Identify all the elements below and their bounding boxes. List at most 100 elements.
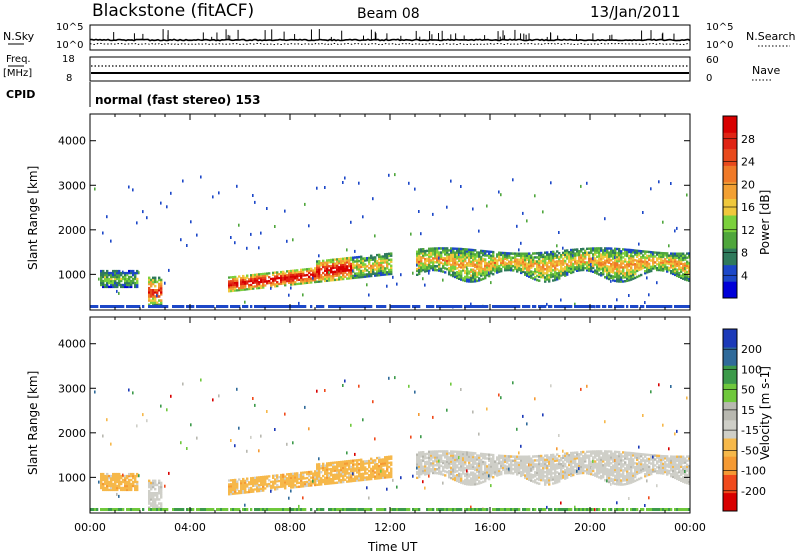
velocity-cell	[496, 466, 499, 469]
velocity-cell	[562, 462, 565, 465]
velocity-cell	[370, 459, 373, 462]
power-cell	[432, 247, 435, 250]
power-cell	[524, 263, 527, 266]
velocity-cell	[252, 480, 255, 484]
power-cell	[620, 262, 623, 265]
velocity-cell	[472, 475, 475, 478]
power-cell	[134, 275, 137, 279]
power-cell	[644, 258, 647, 261]
power-cell	[522, 258, 525, 261]
power-cell	[464, 248, 467, 251]
power-cell	[632, 261, 635, 264]
power-cell	[318, 278, 321, 281]
power-cell	[114, 283, 117, 287]
power-cell	[376, 253, 379, 257]
power-cell	[558, 275, 561, 278]
power-cell	[364, 275, 367, 278]
power-cell	[612, 277, 615, 280]
power-cell	[274, 279, 277, 282]
velocity-speckle	[328, 474, 330, 478]
power-cell	[468, 264, 471, 267]
power-ground-echo	[498, 305, 501, 308]
power-cell	[126, 277, 129, 281]
power-cell	[630, 278, 633, 281]
power-cell	[580, 262, 583, 266]
power-cell	[474, 273, 477, 277]
power-cell	[590, 257, 593, 260]
power-cell	[384, 273, 387, 276]
power-cell	[524, 256, 527, 260]
velocity-cell	[522, 473, 525, 476]
velocity-cell	[352, 467, 355, 470]
power-cell	[610, 270, 613, 274]
velocity-cell	[232, 479, 235, 482]
power-cell	[268, 279, 271, 283]
power-cell	[510, 264, 513, 268]
power-cell	[592, 253, 595, 256]
power-ground-echo	[172, 305, 175, 308]
power-cell	[362, 275, 365, 279]
velocity-cell	[506, 467, 509, 471]
power-cell	[248, 284, 251, 287]
power-cell	[640, 256, 643, 259]
velocity-cell	[576, 466, 579, 470]
velocity-speckle	[304, 405, 306, 409]
power-cell	[476, 253, 479, 256]
velocity-speckle	[516, 427, 518, 431]
velocity-cell	[466, 453, 469, 456]
power-cell	[482, 271, 485, 275]
power-speckle	[218, 191, 220, 195]
power-cell	[282, 272, 285, 275]
power-cell	[246, 288, 249, 291]
velocity-cell	[542, 458, 545, 462]
power-cell	[416, 269, 419, 273]
power-cell	[488, 266, 491, 270]
velocity-cell	[540, 478, 543, 482]
power-ground-echo	[544, 305, 547, 308]
velocity-cell	[486, 465, 489, 468]
power-cell	[384, 253, 387, 256]
velocity-cell	[482, 476, 485, 480]
power-speckle	[580, 184, 582, 188]
velocity-cell	[268, 482, 271, 486]
power-cell	[344, 275, 347, 278]
velocity-ground-echo	[350, 508, 353, 511]
power-cell	[588, 257, 591, 260]
power-cell	[580, 258, 583, 261]
velocity-cell	[112, 476, 115, 480]
velocity-cell	[158, 498, 161, 501]
power-speckle	[606, 276, 608, 280]
velocity-cell	[276, 474, 279, 477]
power-cell	[318, 260, 321, 263]
velocity-cell	[258, 480, 261, 483]
power-cell	[116, 281, 119, 285]
power-cell	[122, 277, 125, 281]
power-cell	[508, 268, 511, 272]
velocity-cell	[360, 460, 363, 464]
power-ground-echo	[114, 305, 117, 308]
power-cell	[532, 256, 535, 259]
velocity-cell	[562, 460, 565, 463]
velocity-cell	[156, 492, 159, 495]
velocity-cell	[566, 458, 569, 461]
power-cell	[606, 273, 609, 276]
power-cell	[498, 251, 501, 254]
power-cell	[434, 247, 437, 250]
velocity-cell	[256, 488, 259, 491]
power-cell	[280, 272, 283, 276]
velocity-cell	[470, 459, 473, 462]
velocity-cell	[452, 450, 455, 453]
power-cell	[286, 278, 289, 281]
power-cell	[614, 275, 617, 279]
velocity-cell	[314, 478, 317, 481]
velocity-cell	[120, 476, 123, 480]
velocity-cell	[568, 459, 571, 463]
power-ground-echo	[108, 305, 111, 308]
velocity-ground-echo	[340, 508, 343, 511]
power-cell	[232, 285, 235, 288]
power-ground-echo	[152, 305, 155, 308]
power-cell	[288, 279, 291, 283]
velocity-cell	[342, 476, 345, 480]
velocity-ground-echo	[96, 508, 99, 511]
power-cell	[376, 268, 379, 271]
